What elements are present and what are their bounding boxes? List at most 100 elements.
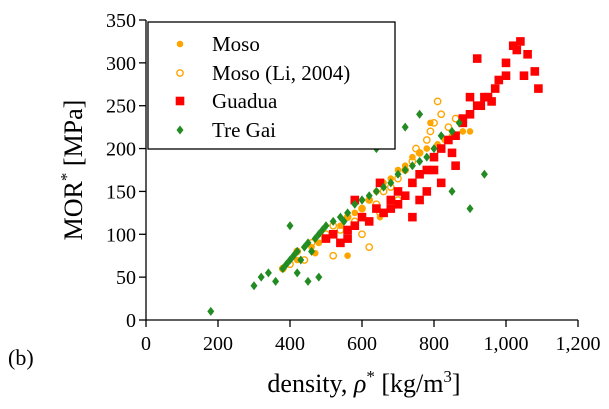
data-point [494,75,504,85]
x-axis-title-cubed: 3 [443,367,452,386]
data-point [423,145,431,152]
data-point [437,131,445,141]
data-points [207,37,543,316]
data-point [530,67,540,76]
data-point [408,178,417,188]
x-axis-title-star: * [366,367,375,386]
y-tick-label: 350 [106,10,136,32]
data-point [358,204,366,213]
data-point [451,131,460,141]
data-point [465,92,475,102]
legend-label-guadua: Guadua [212,89,278,113]
data-point [375,178,385,188]
axis-ticks: 0 200 400 600 800 1,000 1,200 0 50 100 150 200 250 30… [106,10,601,355]
legend-marker-tre-gai [176,125,184,135]
data-point [293,268,301,278]
data-point [519,71,529,81]
legend-marker-guadua [175,96,185,106]
data-point [297,255,305,265]
data-point [459,128,467,135]
y-axis-title-unit: [MPa] [59,100,88,173]
data-point [372,186,380,196]
data-point [430,144,438,154]
legend-label-tre-gai: Tre Gai [212,118,276,142]
legend-marker-moso-li-2004 [176,69,184,77]
data-point [466,128,474,135]
data-point [358,195,366,205]
data-point [293,246,301,256]
data-point [448,186,456,196]
data-point [343,225,352,235]
data-point [465,109,475,119]
y-tick-label: 50 [116,267,136,289]
data-point [365,191,373,201]
data-point [328,229,338,239]
data-point [394,169,402,179]
data-point [393,199,403,209]
data-point [472,54,482,63]
x-tick-label: 200 [203,333,233,355]
data-point [351,199,359,209]
data-point [433,97,442,106]
data-point [437,110,446,119]
data-point [534,84,543,93]
data-point [416,109,424,119]
data-point [386,204,396,213]
data-point [451,161,460,171]
y-axis-title-main: MOR [59,180,88,240]
data-point [308,246,316,256]
data-point [466,204,474,214]
x-tick-label: 0 [141,333,151,355]
data-point [379,208,388,218]
data-point [448,126,456,136]
data-point [207,306,215,316]
x-tick-label: 1,200 [556,333,601,355]
data-point [350,221,360,231]
data-point [400,191,410,201]
x-axis-title-unit: [kg/m [375,369,444,398]
data-point [408,161,416,171]
x-tick-label: 400 [275,333,305,355]
data-point [344,208,352,218]
data-point [444,123,453,132]
data-point [447,148,457,158]
data-point [257,272,265,282]
data-point [386,195,396,205]
data-point [304,238,312,248]
data-point [422,136,431,144]
y-tick-label: 300 [106,53,136,75]
x-axis-title-rho: ρ [353,369,366,398]
y-tick-label: 200 [106,139,136,161]
data-point [321,234,331,243]
data-point [476,101,486,111]
data-point [358,230,366,239]
legend-markers [175,40,185,135]
data-point [483,92,493,102]
x-axis-title-close: ] [452,369,461,398]
data-point [436,178,446,188]
data-point [286,221,294,231]
x-tick-label: 1,000 [484,333,529,355]
data-point [357,212,367,222]
data-point [401,122,409,132]
data-point [364,217,374,226]
data-point [344,252,351,260]
data-point [444,135,453,145]
data-point [393,187,403,196]
data-point [523,49,532,59]
data-point [329,216,337,226]
data-point [315,272,323,282]
x-axis-title: density, ρ* [kg/m3] [267,367,460,398]
data-point [343,234,352,243]
legend-label-moso: Moso [212,32,260,56]
data-point [380,182,388,192]
data-point [480,169,488,179]
legend: Moso Moso (Li, 2004) Guadua Tre Gai [147,21,396,150]
x-axis-title-main: density, [267,369,353,398]
data-point [415,169,424,179]
data-point [365,243,374,252]
data-point [358,205,366,212]
data-point [250,281,258,291]
data-point [422,165,432,175]
